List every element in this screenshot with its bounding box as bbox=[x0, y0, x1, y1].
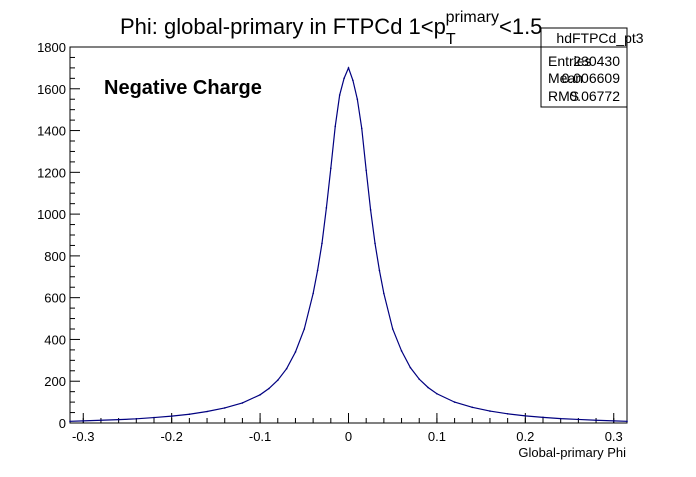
histogram-point bbox=[285, 367, 288, 370]
chart-title-superscript: primary bbox=[446, 9, 499, 26]
stats-entries-label: Entries bbox=[548, 53, 592, 69]
histogram-point bbox=[559, 417, 562, 420]
histogram-point bbox=[334, 125, 337, 128]
y-axis: 0 200 400 600 800 1000 1200 1400 1600 1800 bbox=[37, 40, 80, 431]
y-tick-label: 1800 bbox=[37, 40, 66, 55]
stats-mean-label: Mean bbox=[548, 70, 583, 86]
stats-mean-value: 0.006609 bbox=[562, 70, 621, 86]
histogram-point bbox=[427, 386, 429, 389]
y-tick-label: 400 bbox=[44, 332, 66, 347]
histogram-point bbox=[418, 378, 421, 380]
y-tick-label: 800 bbox=[44, 249, 66, 264]
y-tick-label: 1400 bbox=[37, 124, 66, 139]
y-tick-label: 1000 bbox=[37, 207, 66, 222]
histogram-point bbox=[206, 410, 208, 413]
x-tick-label: 0.3 bbox=[605, 429, 623, 444]
y-tick-label: 600 bbox=[44, 291, 66, 306]
histogram-point bbox=[626, 420, 628, 423]
histogram-point bbox=[400, 350, 403, 352]
y-tick-label: 1200 bbox=[37, 165, 66, 180]
histogram-point bbox=[259, 394, 261, 396]
x-tick-label: 0 bbox=[345, 429, 352, 444]
chart-title-subscript: T bbox=[446, 31, 456, 48]
chart-title-suffix: <1.5 bbox=[499, 14, 542, 39]
histogram-point bbox=[223, 407, 226, 409]
histogram-point bbox=[321, 242, 323, 245]
stats-rms-value: 0.06772 bbox=[569, 88, 620, 104]
x-tick-label: -0.3 bbox=[72, 429, 94, 444]
histogram-point bbox=[453, 401, 456, 403]
stats-box-frame bbox=[540, 27, 628, 108]
histogram-point bbox=[378, 269, 381, 272]
histogram-point bbox=[312, 292, 314, 295]
histogram-point bbox=[383, 292, 385, 295]
histogram-point bbox=[188, 413, 191, 416]
histogram-point bbox=[374, 242, 376, 245]
histogram-point bbox=[471, 406, 474, 409]
histogram-point bbox=[100, 419, 102, 422]
histogram-point bbox=[524, 415, 527, 417]
histogram-point bbox=[343, 77, 345, 80]
histogram-point bbox=[391, 328, 394, 330]
x-tick-label: 0.2 bbox=[516, 429, 534, 444]
histogram-point bbox=[612, 420, 615, 422]
histogram-point bbox=[316, 269, 319, 272]
y-tick-label: 0 bbox=[59, 416, 66, 431]
stats-box: hdFTPCd_pt3 Entries 230430 Mean 0.006609… bbox=[540, 27, 644, 108]
x-tick-label: -0.1 bbox=[249, 429, 271, 444]
histogram-point bbox=[577, 418, 580, 421]
x-tick-label: 0.1 bbox=[428, 429, 446, 444]
histogram-point bbox=[506, 413, 509, 415]
histogram-point bbox=[360, 127, 363, 130]
histogram-point bbox=[347, 67, 350, 69]
histogram-point bbox=[330, 167, 332, 169]
x-axis-label: Global-primary Phi bbox=[518, 445, 626, 460]
histogram-point bbox=[170, 415, 173, 417]
histogram-data-points bbox=[69, 67, 628, 423]
histogram-point bbox=[489, 410, 491, 412]
x-axis: -0.3 -0.2 -0.1 0 0.1 0.2 0.3 bbox=[72, 413, 623, 444]
chart-title-main: Phi: global-primary in FTPCd 1<p bbox=[120, 14, 446, 39]
histogram-series-line bbox=[69, 66, 628, 422]
x-tick-label: -0.2 bbox=[160, 429, 182, 444]
histogram-point bbox=[294, 351, 297, 353]
chart-title: Phi: global-primary in FTPCd 1<pTprimary… bbox=[120, 9, 542, 48]
histogram-point bbox=[369, 209, 372, 211]
histogram-point bbox=[135, 418, 138, 420]
histogram-point bbox=[117, 418, 120, 421]
histogram-point bbox=[542, 416, 544, 419]
y-tick-label: 200 bbox=[44, 374, 66, 389]
stats-rms-label: RMS bbox=[548, 88, 579, 104]
annotation-label: Negative Charge bbox=[104, 77, 262, 99]
histogram-point bbox=[276, 379, 279, 381]
histogram-point bbox=[352, 79, 354, 82]
stats-box-name: hdFTPCd_pt3 bbox=[556, 30, 643, 46]
y-tick-label: 1600 bbox=[37, 82, 66, 97]
histogram-point bbox=[365, 169, 367, 172]
histogram-point bbox=[69, 420, 71, 423]
histogram-point bbox=[82, 420, 85, 422]
stats-entries-value: 230430 bbox=[573, 53, 620, 69]
histogram-point bbox=[325, 207, 328, 209]
histogram-point bbox=[153, 416, 155, 419]
histogram-point bbox=[356, 98, 359, 101]
histogram-point bbox=[436, 392, 438, 395]
histogram-point bbox=[595, 419, 597, 422]
histogram-point bbox=[268, 387, 270, 390]
histogram-point bbox=[409, 366, 412, 369]
histogram-point bbox=[303, 328, 306, 330]
histogram-point bbox=[338, 94, 341, 96]
histogram-point bbox=[241, 402, 244, 404]
